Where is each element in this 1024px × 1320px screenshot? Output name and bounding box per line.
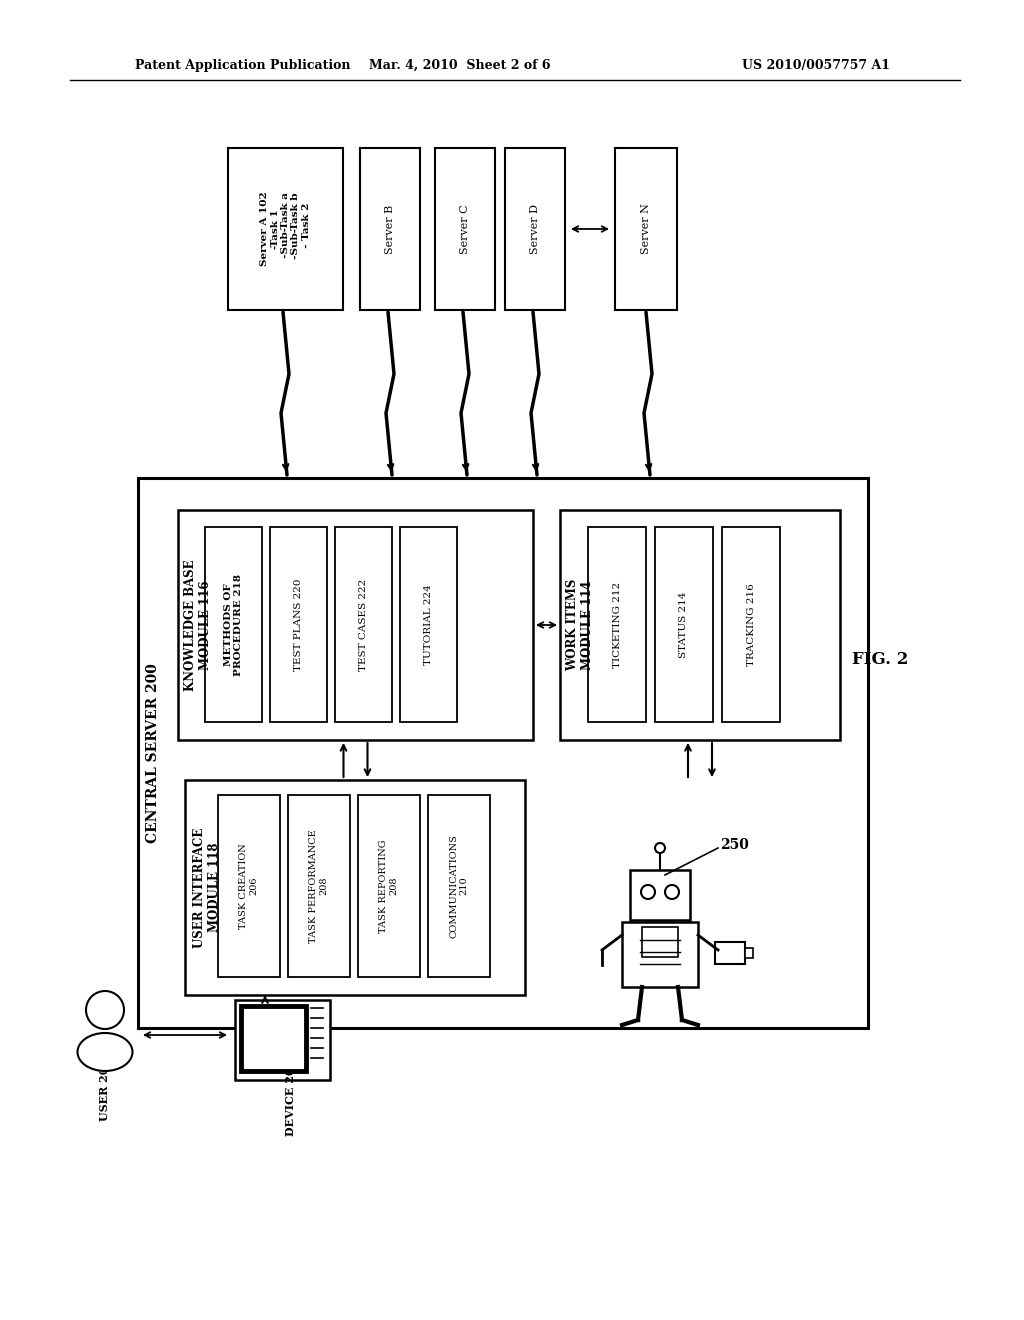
Bar [185, 780, 525, 995]
Bar [400, 527, 457, 722]
Bar [360, 148, 420, 310]
Bar [622, 921, 698, 987]
Ellipse shape [78, 1034, 132, 1071]
Text: DEVICE 204: DEVICE 204 [285, 1060, 296, 1137]
Bar [588, 527, 646, 722]
Text: Mar. 4, 2010  Sheet 2 of 6: Mar. 4, 2010 Sheet 2 of 6 [370, 58, 551, 71]
Text: Server B: Server B [385, 205, 395, 253]
Text: TRACKING 216: TRACKING 216 [746, 583, 756, 665]
Bar [218, 795, 280, 977]
Text: TASK PERFORMANCE
208: TASK PERFORMANCE 208 [309, 829, 329, 942]
Text: COMMUNICATIONS
210: COMMUNICATIONS 210 [450, 834, 469, 939]
Text: TASK CREATION
206: TASK CREATION 206 [240, 843, 259, 929]
Text: TUTORIAL 224: TUTORIAL 224 [424, 585, 433, 665]
Ellipse shape [86, 991, 124, 1030]
Text: TEST CASES 222: TEST CASES 222 [359, 578, 368, 671]
Text: Patent Application Publication: Patent Application Publication [135, 58, 350, 71]
Circle shape [665, 884, 679, 899]
Circle shape [641, 884, 655, 899]
Bar [722, 527, 780, 722]
Bar [270, 527, 327, 722]
Bar [745, 948, 753, 958]
Bar [205, 527, 262, 722]
Text: Server D: Server D [530, 205, 540, 253]
Text: US 2010/0057757 A1: US 2010/0057757 A1 [742, 58, 890, 71]
Bar [435, 148, 495, 310]
Text: 250: 250 [720, 838, 749, 851]
Text: USER INTERFACE
MODULE 118: USER INTERFACE MODULE 118 [193, 828, 221, 948]
Bar [241, 1006, 306, 1071]
Text: KNOWLEDGE BASE
MODULE 116: KNOWLEDGE BASE MODULE 116 [184, 560, 212, 690]
Text: WORK ITEMS
MODULE 114: WORK ITEMS MODULE 114 [566, 578, 594, 671]
Text: TICKETING 212: TICKETING 212 [612, 581, 622, 668]
Text: Server C: Server C [460, 205, 470, 253]
Text: CENTRAL SERVER 200: CENTRAL SERVER 200 [146, 663, 160, 843]
Bar [358, 795, 420, 977]
Bar [335, 527, 392, 722]
Bar [138, 478, 868, 1028]
Text: Server N: Server N [641, 203, 651, 255]
Bar [288, 795, 350, 977]
Text: TEST PLANS 220: TEST PLANS 220 [294, 578, 303, 671]
Text: METHODS OF
PROCEDURE 218: METHODS OF PROCEDURE 218 [224, 573, 244, 676]
Bar [178, 510, 534, 741]
Bar [228, 148, 343, 310]
Bar [630, 870, 690, 920]
Text: Server A 102
-Task 1
  -Sub-Task a
  -Sub-Task b
  - Task 2: Server A 102 -Task 1 -Sub-Task a -Sub-Ta… [260, 191, 311, 267]
Bar [615, 148, 677, 310]
Text: STATUS 214: STATUS 214 [680, 591, 688, 657]
Text: TASK REPORTING
208: TASK REPORTING 208 [379, 840, 398, 933]
Bar [428, 795, 490, 977]
Bar [655, 527, 713, 722]
Bar [642, 927, 678, 957]
Text: USER 202: USER 202 [99, 1059, 111, 1121]
Bar [560, 510, 840, 741]
Bar [715, 942, 745, 964]
Bar [234, 1001, 330, 1080]
Text: FIG. 2: FIG. 2 [852, 652, 908, 668]
Bar [505, 148, 565, 310]
Circle shape [655, 843, 665, 853]
